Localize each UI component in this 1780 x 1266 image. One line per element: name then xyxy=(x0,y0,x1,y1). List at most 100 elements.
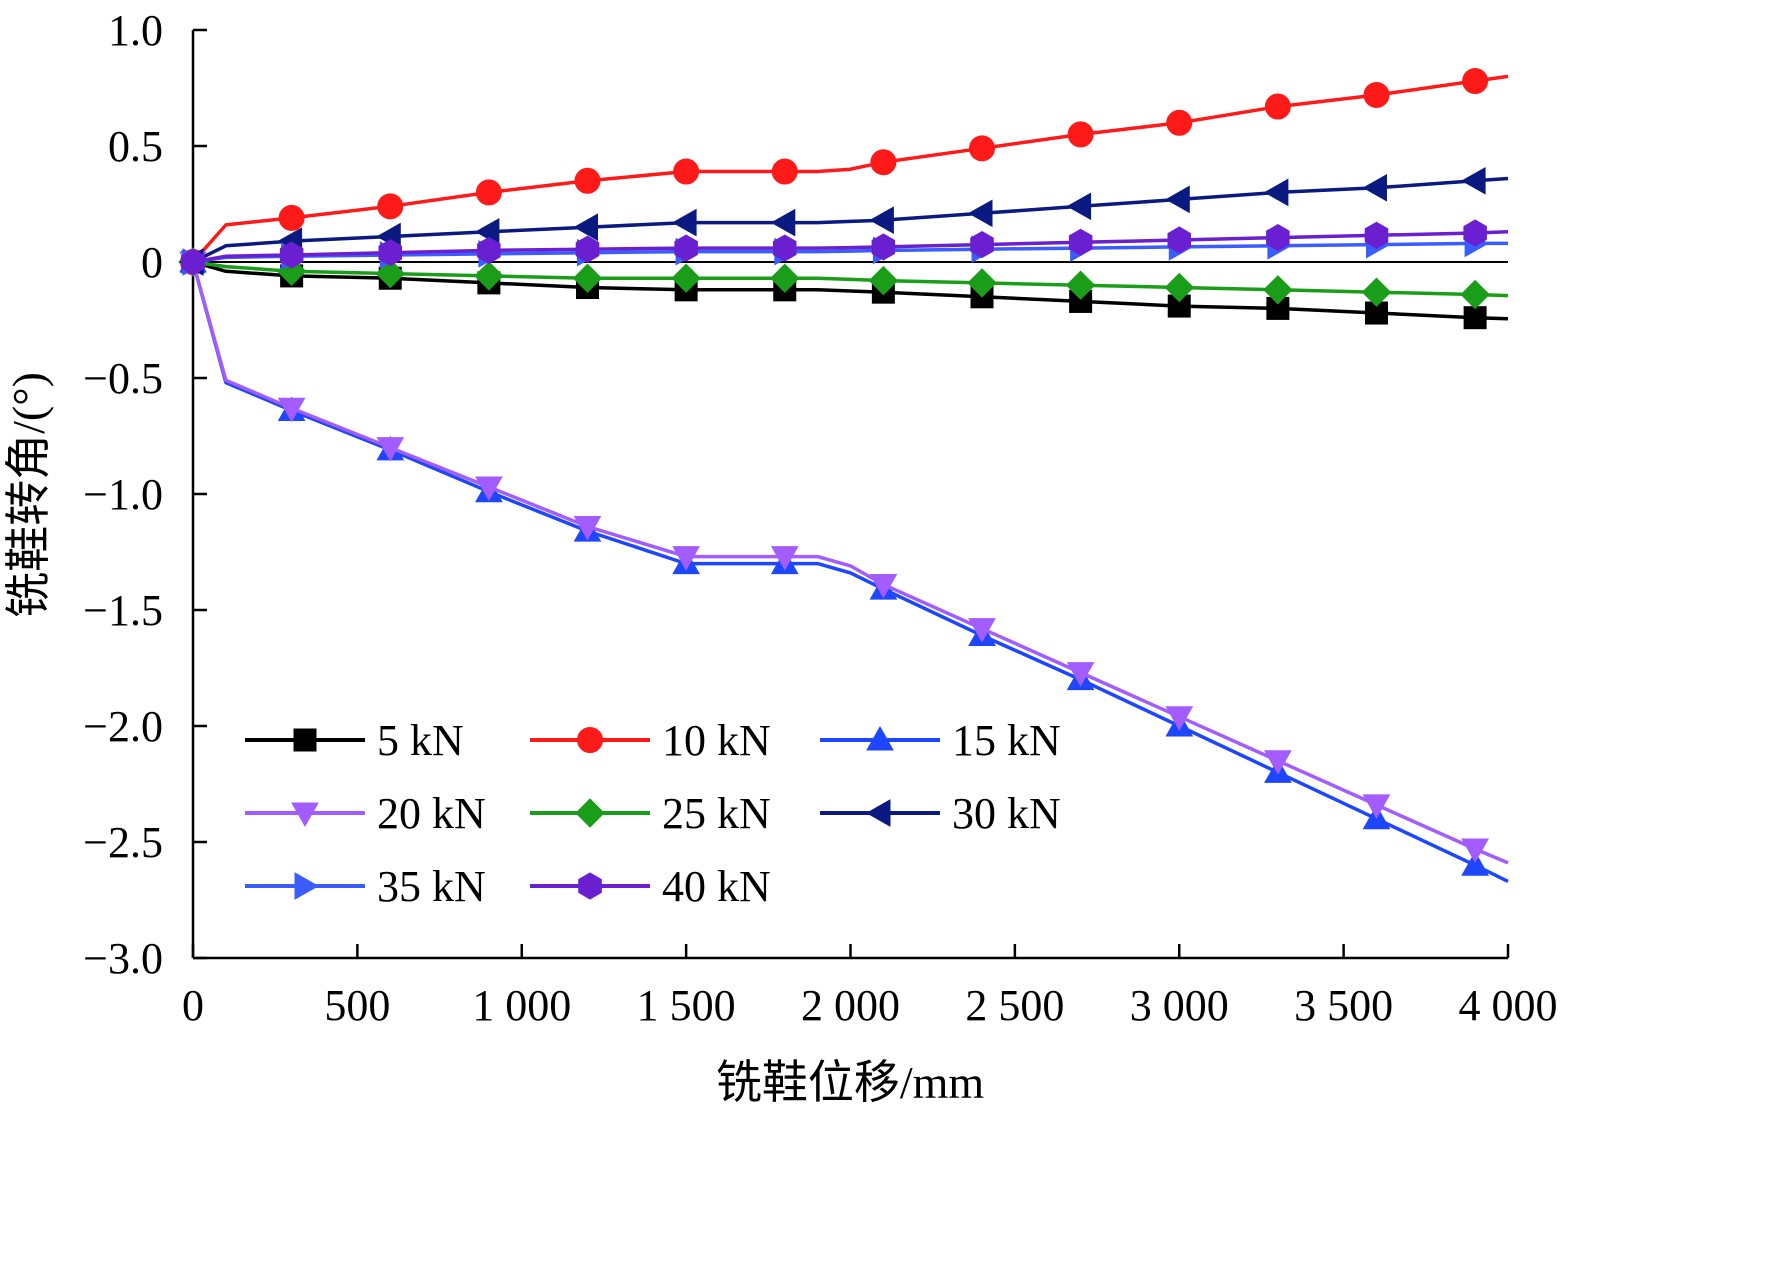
legend-item: 25 kN xyxy=(530,789,771,838)
data-point xyxy=(770,546,799,571)
data-point xyxy=(475,179,502,206)
series-20kn xyxy=(179,251,1509,865)
data-point xyxy=(1264,750,1292,775)
data-point xyxy=(970,231,994,259)
data-point xyxy=(1361,277,1392,307)
axes: 0 500 1 000 1 500 2 000 2 500 3 000 3 500 4 000 … xyxy=(83,6,1557,1030)
data-point xyxy=(575,235,600,263)
series-30kn xyxy=(178,166,1509,276)
data-point xyxy=(1461,838,1489,864)
data-point xyxy=(1266,224,1290,252)
data-point xyxy=(773,234,797,262)
y-ticks: 1.0 0.5 0 −0.5 −1.0 −1.5 −2.0 −2.5 −3.0 xyxy=(83,6,207,983)
legend-label: 30 kN xyxy=(952,789,1061,838)
data-point xyxy=(770,263,800,293)
legend-label: 20 kN xyxy=(377,789,486,838)
x-tick-label: 2 500 xyxy=(965,981,1064,1030)
data-point xyxy=(770,208,796,237)
y-tick-label: −1.0 xyxy=(83,470,163,519)
series-group xyxy=(178,68,1509,883)
data-point xyxy=(477,236,501,264)
data-point xyxy=(1264,93,1291,120)
legend-marker xyxy=(866,725,894,751)
data-point xyxy=(181,248,205,276)
data-point xyxy=(1165,185,1190,214)
y-tick-label: 1.0 xyxy=(108,6,163,55)
series-40kn xyxy=(181,219,1509,276)
data-point xyxy=(1167,226,1191,254)
y-tick-label: 0 xyxy=(141,238,163,287)
data-point xyxy=(673,158,700,185)
data-point xyxy=(572,263,603,293)
data-point xyxy=(771,158,798,185)
data-point xyxy=(1066,192,1092,221)
legend-label: 25 kN xyxy=(662,789,771,838)
legend-marker xyxy=(291,802,319,828)
legend-item: 20 kN xyxy=(245,789,486,838)
data-point xyxy=(871,233,896,261)
series-line xyxy=(192,241,1508,264)
x-ticks: 0 500 1 000 1 500 2 000 2 500 3 000 3 500 4 000 xyxy=(182,944,1558,1030)
x-tick-label: 1 500 xyxy=(637,981,736,1030)
y-tick-label: −2.5 xyxy=(83,818,163,867)
data-point xyxy=(1363,81,1390,108)
x-tick-label: 2 000 xyxy=(801,981,900,1030)
legend-item: 40 kN xyxy=(530,862,771,911)
data-point xyxy=(967,199,993,228)
x-axis-title: 铣鞋位移/mm xyxy=(716,1057,985,1108)
y-tick-label: −2.0 xyxy=(83,702,163,751)
legend-label: 5 kN xyxy=(377,716,464,765)
y-tick-label: 0.5 xyxy=(108,122,163,171)
legend-marker xyxy=(865,799,891,827)
legend-label: 10 kN xyxy=(662,716,771,765)
series-line xyxy=(192,260,1509,321)
data-point xyxy=(1460,279,1490,310)
data-point xyxy=(1164,272,1195,303)
legend-marker xyxy=(577,727,603,753)
data-point xyxy=(1263,275,1293,305)
data-point xyxy=(376,437,405,462)
legend: 5 kN 10 kN 15 kN 20 kN 25 kN 30 kN 35 kN 40 kN xyxy=(245,716,1061,911)
data-point xyxy=(377,193,404,220)
series-10kn xyxy=(180,68,1509,275)
data-point xyxy=(1461,166,1486,195)
legend-marker xyxy=(293,728,317,752)
data-point xyxy=(671,263,701,293)
x-tick-label: 1 000 xyxy=(472,981,571,1030)
data-point xyxy=(868,265,899,296)
data-point xyxy=(1461,851,1489,876)
data-point xyxy=(969,135,995,162)
y-tick-label: −0.5 xyxy=(83,354,163,403)
x-tick-label: 0 xyxy=(182,981,204,1030)
data-point xyxy=(967,268,997,298)
data-point xyxy=(870,149,897,176)
data-point xyxy=(278,204,305,231)
y-tick-label: −3.0 xyxy=(83,934,163,983)
y-axis-title: 铣鞋转角/(°) xyxy=(3,372,54,618)
legend-item: 5 kN xyxy=(245,716,464,765)
data-point xyxy=(1165,706,1194,731)
data-point xyxy=(968,618,996,643)
legend-marker xyxy=(575,798,605,828)
data-point xyxy=(1463,306,1487,330)
legend-item: 15 kN xyxy=(820,716,1061,765)
data-point xyxy=(1067,121,1094,148)
series-line xyxy=(191,261,1509,883)
data-point xyxy=(378,239,402,267)
series-line xyxy=(191,74,1509,264)
series-line xyxy=(192,230,1509,264)
data-point xyxy=(869,206,894,235)
data-point xyxy=(475,476,503,502)
data-point xyxy=(1462,68,1489,95)
legend-label: 35 kN xyxy=(377,862,486,911)
data-point xyxy=(279,241,304,269)
legend-marker xyxy=(578,872,602,900)
legend-marker xyxy=(294,872,320,900)
x-tick-label: 500 xyxy=(324,981,390,1030)
data-point xyxy=(574,167,601,194)
data-point xyxy=(1362,794,1391,819)
data-point xyxy=(277,397,306,423)
series-line xyxy=(191,261,1509,865)
data-point xyxy=(672,208,697,237)
data-point xyxy=(674,234,698,262)
